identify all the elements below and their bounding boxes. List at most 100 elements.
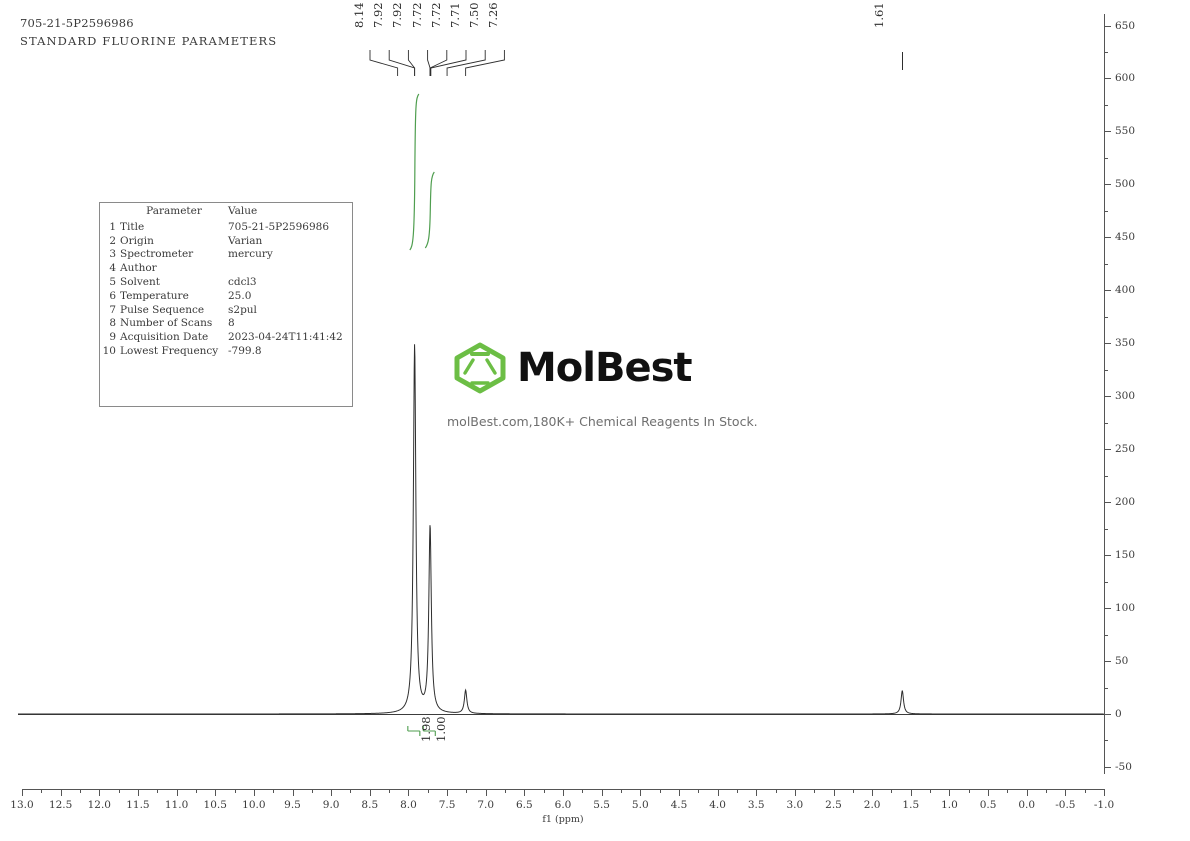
x-tick: [872, 789, 874, 796]
x-tick-label: -0.5: [1055, 799, 1076, 811]
x-tick: [292, 789, 294, 796]
row-parameter: Origin: [120, 234, 154, 247]
x-tick: [408, 789, 410, 796]
table-row: 1 Title 705-21-5P2596986: [100, 220, 352, 234]
row-value: 2023-04-24T11:41:42: [228, 331, 343, 344]
row-value: -799.8: [228, 344, 262, 357]
x-tick-label: 13.0: [10, 799, 34, 811]
x-tick: [988, 789, 990, 796]
x-tick: [1104, 789, 1105, 796]
y-tick: [1104, 131, 1111, 133]
y-tick-minor: [1104, 528, 1108, 530]
y-tick-minor: [1104, 634, 1108, 636]
x-tick-label: 2.0: [863, 799, 881, 811]
row-index: 3: [109, 248, 116, 261]
x-tick: [331, 789, 333, 796]
x-tick-label: 2.5: [825, 799, 842, 811]
row-value: s2pul: [228, 303, 257, 316]
x-tick-label: 10.5: [203, 799, 227, 811]
x-tick-label: 0.0: [1018, 799, 1036, 811]
x-tick-label: 3.5: [747, 799, 765, 811]
table-row: 3 Spectrometer mercury: [100, 248, 352, 262]
x-tick-minor: [1084, 789, 1086, 793]
x-tick: [678, 789, 680, 796]
x-tick: [640, 789, 642, 796]
x-axis-title: f1 (ppm): [542, 814, 584, 825]
y-tick-label: 550: [1115, 125, 1136, 138]
row-value: 705-21-5P2596986: [228, 220, 330, 233]
y-tick-minor: [1104, 369, 1108, 371]
y-tick: [1104, 396, 1111, 398]
table-row: 6 Temperature 25.0: [100, 289, 352, 303]
y-tick: [1104, 555, 1111, 557]
y-tick-minor: [1104, 687, 1108, 689]
row-index: 2: [109, 234, 116, 247]
y-tick-minor: [1104, 104, 1108, 106]
x-tick-label: 4.0: [709, 799, 726, 811]
x-tick-minor: [273, 789, 275, 793]
col-parameter: Parameter: [146, 205, 202, 217]
y-tick: [1104, 502, 1111, 504]
x-tick-label: 12.5: [48, 799, 73, 811]
x-tick-minor: [582, 789, 584, 793]
y-tick-label: 600: [1115, 72, 1136, 85]
row-parameter: Number of Scans: [120, 317, 213, 330]
row-index: 1: [109, 220, 116, 233]
y-tick-label: 300: [1115, 390, 1136, 403]
peak-label-tick: [902, 52, 904, 70]
x-tick-minor: [466, 789, 468, 793]
x-tick-label: 10.0: [242, 799, 266, 811]
y-tick: [1104, 343, 1111, 345]
x-tick: [756, 789, 758, 796]
row-value: 8: [228, 317, 235, 330]
x-tick: [253, 789, 255, 796]
y-tick-label: -50: [1115, 760, 1132, 773]
y-tick: [1104, 78, 1111, 80]
row-index: 4: [109, 262, 116, 275]
x-tick-label: 6.0: [554, 799, 572, 811]
x-tick-minor: [698, 789, 700, 793]
parameter-table: Parameter Value 1 Title 705-21-5P2596986 2 O…: [99, 202, 353, 407]
y-tick: [1104, 290, 1111, 292]
x-tick-label: 11.5: [126, 799, 150, 811]
x-tick-minor: [1046, 789, 1048, 793]
x-tick-label: 9.0: [322, 799, 340, 811]
y-tick-minor: [1104, 316, 1108, 318]
x-tick: [1026, 789, 1028, 796]
x-tick-label: 6.5: [515, 799, 533, 811]
x-tick: [563, 789, 564, 796]
row-value: cdcl3: [228, 276, 257, 289]
table-row: 9 Acquisition Date 2023-04-24T11:41:42: [100, 330, 352, 344]
y-tick-minor: [1104, 157, 1108, 159]
x-tick-minor: [775, 789, 777, 793]
x-tick-label: 8.0: [400, 799, 417, 811]
x-tick-label: 11.0: [164, 799, 189, 811]
x-tick-minor: [157, 789, 159, 793]
y-tick-label: 150: [1115, 549, 1136, 562]
page-subtitle: STANDARD FLUORINE PARAMETERS: [20, 34, 278, 48]
x-tick-label: 1.5: [902, 799, 920, 811]
y-tick-label: 400: [1115, 284, 1136, 297]
x-tick-minor: [852, 789, 854, 793]
x-tick: [1065, 789, 1067, 796]
spectrum-baseline: [18, 714, 1104, 715]
x-tick: [949, 789, 951, 796]
row-parameter: Author: [120, 262, 157, 275]
y-tick-label: 0: [1115, 708, 1122, 720]
table-row: 2 Origin Varian: [100, 234, 352, 248]
x-tick-label: 8.5: [361, 799, 379, 811]
row-parameter: Acquisition Date: [120, 331, 209, 344]
table-row: 4 Author: [100, 261, 352, 275]
y-tick-label: 250: [1115, 443, 1136, 456]
x-tick-label: 9.5: [284, 799, 301, 811]
row-value: Varian: [228, 234, 263, 247]
x-tick-minor: [543, 789, 545, 793]
molbest-wordmark: MolBest: [517, 345, 693, 391]
x-tick: [794, 789, 796, 796]
x-tick-minor: [1007, 789, 1009, 793]
x-tick-minor: [41, 789, 43, 793]
row-value: mercury: [228, 248, 273, 261]
x-tick-label: 0.5: [979, 799, 997, 811]
